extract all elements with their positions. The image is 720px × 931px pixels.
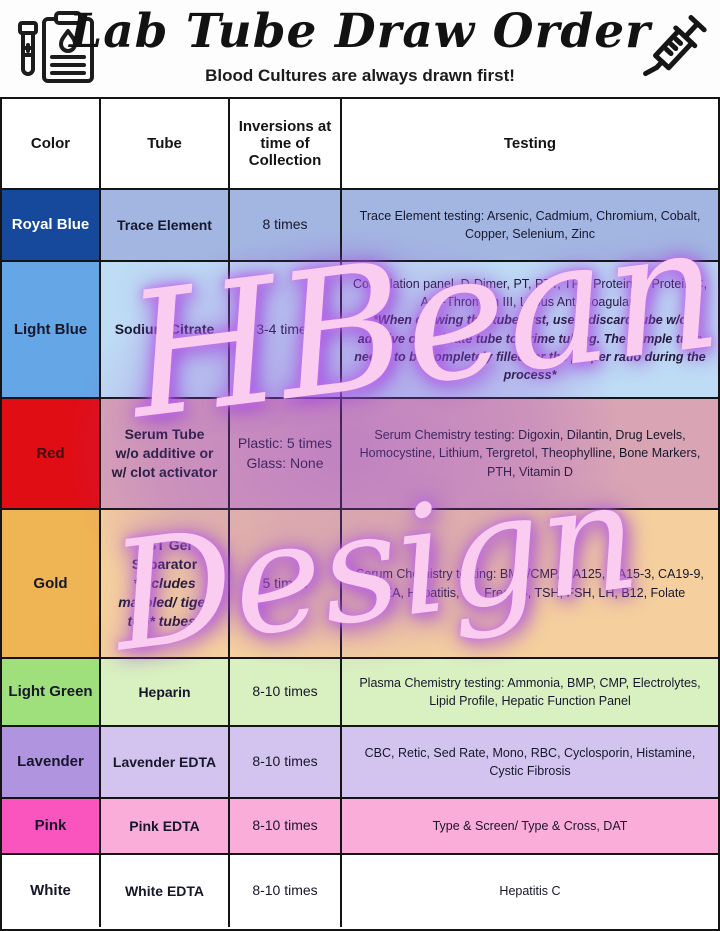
inversions-cell: 8-10 times — [230, 855, 342, 927]
testing-note: *When drawing this tube first, use a dis… — [354, 313, 706, 382]
tube-cell: Pink EDTA — [101, 799, 230, 855]
tube-subtext: w/o additive or w/ clot activator — [111, 445, 218, 480]
inversions-cell: Plastic: 5 times Glass: None — [230, 399, 342, 510]
column-header-inversions: Inversions at time of Collection — [230, 99, 342, 190]
testing-text: Coagulation panel, D-Dimer, PT, PTT, TPT… — [352, 277, 708, 310]
color-cell-gold: Gold — [2, 510, 101, 659]
color-cell-lavender: Lavender — [2, 727, 101, 799]
tube-note: *Includes marbled/ tiger top* tubes* — [118, 575, 211, 629]
column-header-tube: Tube — [101, 99, 230, 190]
color-cell-light-green: Light Green — [2, 659, 101, 727]
inversions-cell: 5 times — [230, 510, 342, 659]
testing-cell: Plasma Chemistry testing: Ammonia, BMP, … — [342, 659, 718, 727]
inversions-cell: 8-10 times — [230, 799, 342, 855]
color-cell-white: White — [2, 855, 101, 927]
inversions-cell: 3-4 times — [230, 262, 342, 399]
lab-tube-table: Color Tube Inversions at time of Collect… — [0, 97, 720, 931]
page-title: Lab Tube Draw Order — [69, 4, 651, 59]
color-cell-pink: Pink — [2, 799, 101, 855]
page-header: Lab Tube Draw Order Blood Cultures are a… — [0, 0, 720, 97]
tube-name: SST Gel Separator — [131, 537, 198, 573]
testing-cell: Trace Element testing: Arsenic, Cadmium,… — [342, 190, 718, 262]
tube-cell: Sodium Citrate — [101, 262, 230, 399]
tube-cell: Serum Tube w/o additive or w/ clot activ… — [101, 399, 230, 510]
color-cell-royal-blue: Royal Blue — [2, 190, 101, 262]
tube-cell: Trace Element — [101, 190, 230, 262]
tube-cell: Lavender EDTA — [101, 727, 230, 799]
column-header-color: Color — [2, 99, 101, 190]
column-header-testing: Testing — [342, 99, 718, 190]
testing-cell: Coagulation panel, D-Dimer, PT, PTT, TPT… — [342, 262, 718, 399]
tube-cell: Heparin — [101, 659, 230, 727]
tube-name: Serum Tube — [124, 426, 205, 443]
testing-cell: Type & Screen/ Type & Cross, DAT — [342, 799, 718, 855]
color-cell-light-blue: Light Blue — [2, 262, 101, 399]
color-cell-red: Red — [2, 399, 101, 510]
testing-cell: Serum Chemistry testing: BMP/CMP, CA125,… — [342, 510, 718, 659]
testing-cell: Serum Chemistry testing: Digoxin, Dilant… — [342, 399, 718, 510]
syringe-icon — [634, 10, 712, 90]
testing-cell: CBC, Retic, Sed Rate, Mono, RBC, Cyclosp… — [342, 727, 718, 799]
page-subtitle: Blood Cultures are always drawn first! — [205, 66, 515, 85]
inversions-cell: 8-10 times — [230, 727, 342, 799]
inversions-cell: 8-10 times — [230, 659, 342, 727]
inversions-cell: 8 times — [230, 190, 342, 262]
tube-cell: SST Gel Separator *Includes marbled/ tig… — [101, 510, 230, 659]
testing-cell: Hepatitis C — [342, 855, 718, 927]
test-tube-clipboard-icon — [14, 7, 98, 89]
tube-cell: White EDTA — [101, 855, 230, 927]
